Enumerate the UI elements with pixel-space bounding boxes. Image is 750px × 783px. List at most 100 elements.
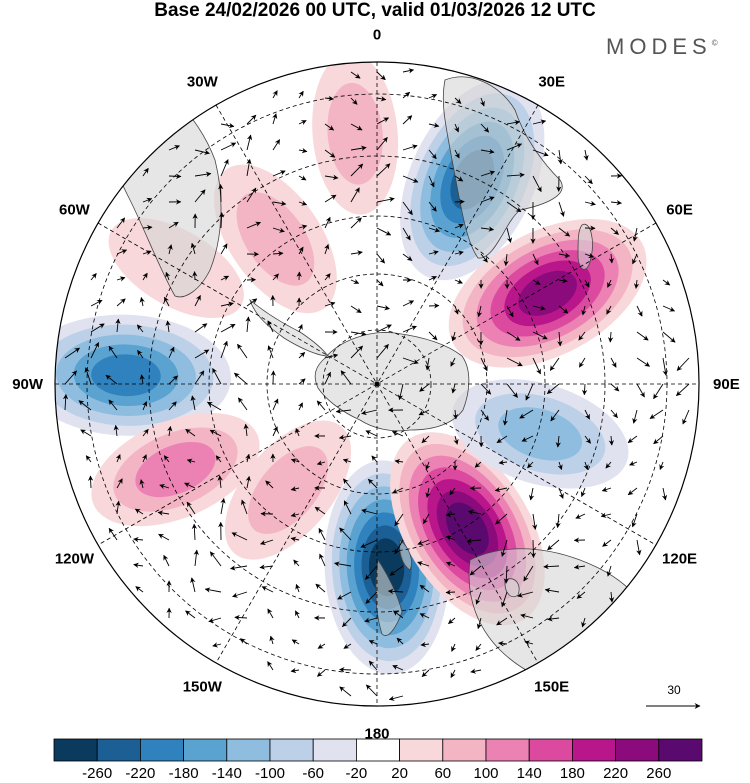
anomaly-neg-south-indian-east (451, 379, 629, 489)
wind-vector (376, 279, 384, 287)
wind-vector (653, 383, 664, 400)
wind-vector (324, 174, 339, 180)
wind-vector (272, 113, 278, 125)
wind-vector (90, 342, 99, 359)
wind-vector (115, 500, 121, 515)
wind-vector (581, 617, 587, 628)
wind-vector (337, 591, 352, 600)
wind-vector (108, 399, 118, 411)
wind-vector (298, 120, 307, 126)
wind-vector (350, 217, 362, 229)
wind-vector (133, 536, 144, 543)
wind-vector (418, 409, 430, 416)
wind-vector (581, 305, 587, 316)
colorbar-tick-label: 140 (517, 765, 542, 782)
wind-vector (454, 97, 462, 104)
wind-vector (335, 408, 352, 414)
wind-vector (194, 149, 210, 155)
wind-vector (607, 331, 614, 343)
wind-vector (376, 343, 389, 359)
wind-vector (584, 409, 590, 420)
wind-vector (580, 487, 586, 498)
wind-vector (676, 383, 690, 397)
wind-vector (578, 357, 586, 368)
wind-vector (229, 565, 248, 571)
wind-vector (364, 617, 378, 623)
longitude-label-lon-120e: 120E (662, 551, 697, 568)
wind-vector (629, 460, 638, 466)
wind-vector (158, 533, 170, 541)
wind-vector (454, 123, 459, 133)
new-zealand (375, 558, 403, 636)
wind-vector (334, 561, 352, 567)
longitude-label-lon-150w: 150W (183, 679, 223, 696)
wind-vector (388, 695, 404, 701)
wind-vector (376, 305, 390, 311)
wind-vector (297, 324, 303, 333)
wind-vector (324, 194, 337, 203)
wind-vector (649, 409, 664, 419)
wind-vector (78, 400, 92, 411)
landmasses (103, 69, 656, 691)
wind-vector (575, 513, 586, 519)
colorbar-swatch (399, 738, 444, 762)
wind-vector (204, 587, 222, 593)
wind-vector (220, 301, 234, 307)
wind-vector (527, 461, 534, 469)
longitude-label-lon-180: 180 (364, 725, 389, 742)
wind-vector (528, 487, 535, 501)
wind-vector (520, 613, 534, 619)
wind-vector (298, 200, 308, 206)
wind-vector (449, 487, 456, 496)
wind-vector (480, 226, 495, 232)
wind-vector (272, 139, 281, 151)
longitude-label-lon-90w: 90W (12, 376, 44, 393)
wind-vector (317, 643, 326, 649)
wind-vector (269, 635, 275, 645)
wind-vector (168, 221, 179, 229)
wind-vector (360, 539, 378, 548)
wind-vector (191, 523, 198, 541)
wind-vector (316, 400, 326, 411)
wind-vector (608, 253, 615, 264)
wind-vector (420, 641, 430, 648)
wind-vector (142, 428, 149, 437)
wind-vector (633, 279, 640, 289)
wind-vector (290, 486, 300, 492)
wind-vector (480, 196, 495, 203)
wind-vector (610, 357, 617, 368)
colorbar-tick-label: -220 (125, 765, 155, 782)
wind-vector (290, 512, 300, 518)
wind-vector (470, 668, 482, 674)
wind-vector (272, 90, 278, 99)
wind-vector (350, 305, 362, 314)
wind-vector (272, 200, 287, 206)
wind-vector (272, 170, 286, 177)
colorbar-swatch (269, 738, 314, 762)
colorbar-tick-label: -140 (212, 765, 242, 782)
wind-vector (272, 273, 279, 281)
wind-vector (350, 97, 358, 105)
wind-vector (220, 159, 229, 177)
anomaly-contour (91, 354, 161, 397)
wind-vector (558, 227, 571, 237)
wind-vector (324, 149, 336, 158)
wind-vector (324, 371, 331, 385)
wind-vector (584, 252, 595, 258)
wind-vector (64, 347, 80, 359)
wind-vector (64, 370, 77, 385)
wind-vector (238, 397, 248, 411)
wind-vector (601, 486, 612, 492)
wind-vector (454, 149, 460, 159)
wind-vector (466, 538, 482, 544)
wind-vector (480, 253, 488, 263)
wind-vector (428, 94, 438, 99)
wind-vector (339, 666, 352, 673)
wind-vector (316, 669, 326, 677)
wind-vector (402, 253, 413, 261)
wind-vector (220, 142, 237, 151)
wind-vector (365, 430, 378, 437)
colorbar-swatch (96, 738, 141, 762)
wind-vector (261, 586, 274, 593)
colorbar-tick-label: -260 (82, 765, 112, 782)
